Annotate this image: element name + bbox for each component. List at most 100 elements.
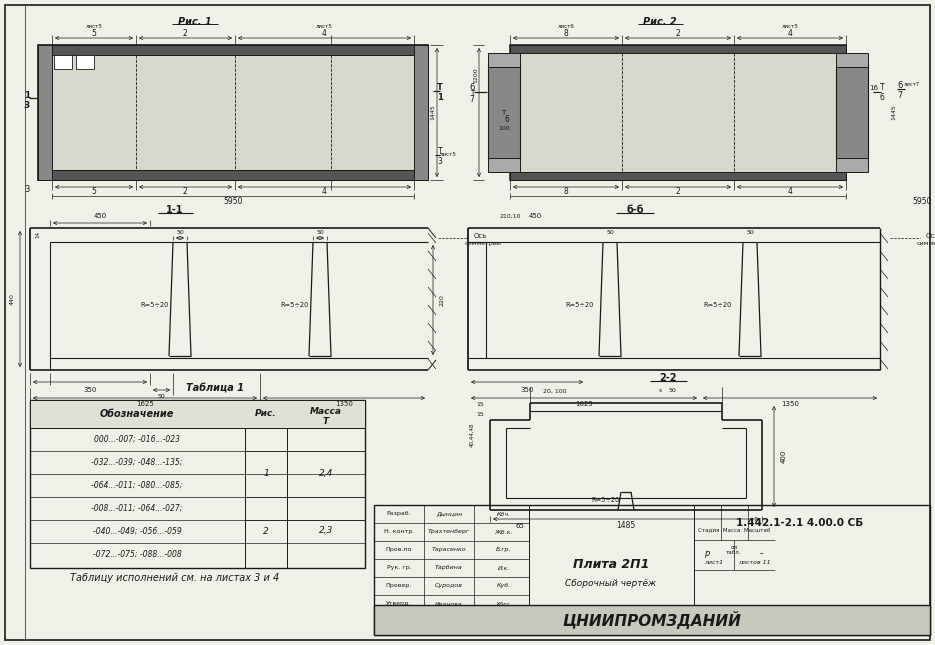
Bar (414, 45, 428, 180)
Bar (836, 158, 868, 172)
Text: Рис.: Рис. (255, 410, 277, 419)
Text: 14: 14 (36, 232, 40, 239)
Text: 7: 7 (898, 90, 902, 99)
Text: 1.442.1-2.1 4.00.0 СБ: 1.442.1-2.1 4.00.0 СБ (737, 518, 864, 528)
Text: 5: 5 (92, 28, 96, 37)
Text: Тарасенко: Тарасенко (432, 548, 467, 553)
Text: -008...-011; -064...-027;: -008...-011; -064...-027; (92, 504, 182, 513)
Text: 1445: 1445 (430, 104, 436, 120)
Text: 2,3: 2,3 (319, 526, 333, 535)
Text: Пров.по: Пров.по (386, 548, 412, 553)
Bar (510, 172, 846, 180)
Text: -040...-049; -056...-059: -040...-049; -056...-059 (93, 526, 181, 535)
Bar (30, 400, 365, 428)
Text: 50: 50 (176, 230, 184, 235)
Bar (836, 53, 868, 67)
Text: 65: 65 (515, 523, 525, 529)
Text: T: T (880, 83, 885, 92)
Text: Провер.: Провер. (386, 584, 412, 588)
Text: Ось: Ось (926, 233, 935, 239)
Text: Куб.: Куб. (496, 584, 511, 588)
Bar (510, 45, 846, 53)
Text: Стадия  Масса  Масштаб: Стадия Масса Масштаб (698, 528, 770, 533)
Text: Б.гр.: Б.гр. (496, 548, 511, 553)
Text: 1350: 1350 (781, 401, 798, 407)
Text: 3: 3 (24, 186, 30, 195)
Text: Рис. 1: Рис. 1 (179, 17, 212, 27)
Text: 220: 220 (439, 294, 444, 306)
Text: ЦНИИПРОМЗДАНИЙ: ЦНИИПРОМЗДАНИЙ (563, 611, 741, 629)
Bar (488, 158, 520, 172)
Text: лист7: лист7 (904, 83, 920, 88)
Text: R=5÷20: R=5÷20 (566, 302, 594, 308)
Text: -032...-039; -048...-135;: -032...-039; -048...-135; (92, 457, 182, 466)
Text: 7: 7 (469, 95, 474, 104)
Text: 50: 50 (316, 230, 324, 235)
Text: 50: 50 (746, 230, 754, 235)
Text: T: T (438, 148, 442, 157)
Text: T: T (470, 90, 474, 96)
Text: R=5÷20: R=5÷20 (592, 497, 620, 503)
Bar (488, 65, 520, 160)
Bar (510, 172, 846, 180)
Text: 2,4: 2,4 (319, 469, 333, 478)
Bar (488, 53, 520, 67)
Text: 450: 450 (528, 213, 541, 219)
Bar (488, 53, 520, 67)
Text: 2: 2 (676, 188, 681, 197)
Text: И.к.: И.к. (497, 566, 511, 570)
Text: симметрии: симметрии (465, 241, 501, 246)
Text: р: р (704, 548, 710, 557)
Bar (836, 65, 868, 160)
Text: 1485: 1485 (616, 522, 636, 530)
Bar (836, 158, 868, 172)
Bar (836, 65, 868, 160)
Text: 6: 6 (505, 115, 510, 124)
Text: 1: 1 (263, 469, 269, 478)
Text: Обозначение: Обозначение (100, 409, 174, 419)
Text: Т: Т (323, 417, 329, 426)
Text: 4: 4 (787, 188, 793, 197)
Text: 210,10: 210,10 (499, 213, 521, 219)
Text: -: - (759, 548, 763, 558)
Text: 3: 3 (24, 101, 30, 110)
Bar (38, 45, 428, 180)
Text: Рис. 2: Рис. 2 (643, 17, 677, 27)
Text: Тарбина: Тарбина (435, 566, 463, 570)
Bar (488, 65, 520, 160)
Text: 50: 50 (157, 393, 165, 399)
Bar (76, 55, 94, 69)
Text: Иванова: Иванова (435, 602, 463, 606)
Text: 20, 100: 20, 100 (543, 388, 567, 393)
Text: Таблицу исполнений см. на листах 3 и 4: Таблицу исполнений см. на листах 3 и 4 (70, 573, 280, 583)
Text: 450: 450 (94, 213, 107, 219)
Text: 5950: 5950 (223, 197, 243, 206)
Text: Сборочный чертёж: Сборочный чертёж (566, 579, 656, 588)
Text: 15: 15 (476, 401, 484, 406)
Text: 1445: 1445 (891, 104, 897, 120)
Text: Разраб.: Разраб. (387, 511, 411, 517)
Bar (374, 605, 930, 635)
Text: 350: 350 (83, 387, 96, 393)
Text: -072...-075; -088...-008: -072...-075; -088...-008 (93, 550, 181, 559)
Text: 350: 350 (520, 387, 534, 393)
Bar (510, 50, 846, 175)
Text: 5950: 5950 (913, 197, 932, 206)
Bar (38, 170, 428, 180)
Text: 1: 1 (437, 92, 443, 101)
Text: 2: 2 (182, 28, 187, 37)
Text: Дынцин: Дынцин (436, 511, 462, 517)
Bar (54, 55, 72, 69)
Text: 6: 6 (469, 83, 475, 92)
Bar (30, 400, 365, 428)
Text: Н. контр.: Н. контр. (384, 530, 414, 535)
Text: R=5÷20: R=5÷20 (141, 302, 169, 308)
Text: лист5: лист5 (316, 25, 333, 30)
Text: T: T (437, 83, 443, 92)
Text: 2: 2 (676, 28, 681, 37)
Text: 100: 100 (498, 126, 510, 130)
Text: Плита 2П1: Плита 2П1 (573, 559, 649, 571)
Text: 3: 3 (438, 157, 442, 166)
Bar (414, 45, 428, 180)
Text: б-б: б-б (626, 205, 644, 215)
